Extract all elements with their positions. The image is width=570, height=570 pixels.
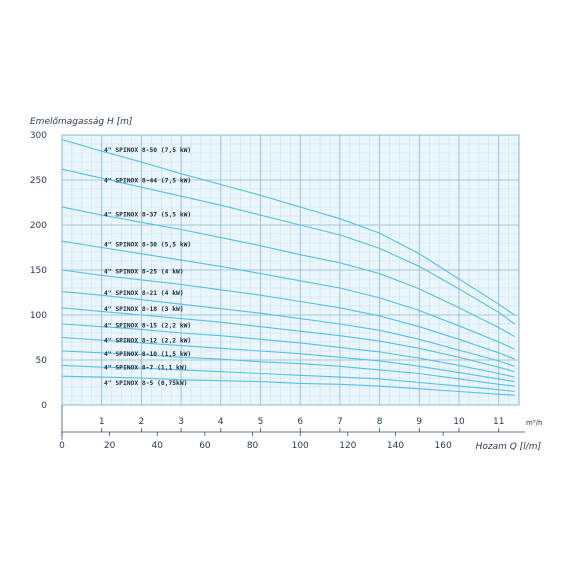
- x-tick-label: 11: [493, 417, 504, 427]
- curve-label: 4" SPINOX 8-10 (1,5 kW): [104, 351, 191, 358]
- curve-label: 4" SPINOX 8-5 (0,75kW): [104, 380, 187, 387]
- curve-labels: 4" SPINOX 8-50 (7,5 kW) 4" SPINOX 8-44 (7…: [104, 147, 191, 387]
- curve-label: 4" SPINOX 8-37 (5,5 kW): [104, 212, 191, 219]
- x2-tick-label: 0: [59, 441, 65, 451]
- x-tick-label: 1: [99, 417, 105, 427]
- pump-curve: [61, 350, 515, 387]
- x-tick-label: 6: [297, 417, 303, 427]
- x2-tick-label: 100: [292, 441, 309, 451]
- curve-label: 4" SPINOX 8-18 (3 kW): [104, 306, 184, 313]
- pump-curve: [61, 364, 515, 393]
- y-tick-label: 300: [30, 131, 47, 141]
- curve-label: 4" SPINOX 8-15 (2,2 kW): [104, 322, 191, 329]
- curve-label: 4" SPINOX 8-7 (1,1 kW): [104, 365, 187, 372]
- x-tick-label: 3: [178, 417, 184, 427]
- x2-tick-label: 40: [152, 441, 164, 451]
- pump-curve: [61, 138, 515, 316]
- y-tick-label: 0: [41, 401, 47, 411]
- x-tick-label: 5: [258, 417, 264, 427]
- x2-tick-label: 140: [387, 441, 404, 451]
- x-tick-label: 7: [337, 417, 343, 427]
- y-tick-label: 50: [36, 356, 48, 366]
- pump-curve: [61, 323, 515, 378]
- x2-tick-label: 80: [247, 441, 259, 451]
- x-axis-title: Hozam Q [l/m]: [476, 442, 542, 452]
- x2-tick-label: 60: [199, 441, 211, 451]
- curve-label: 4" SPINOX 8-30 (5,5 kW): [104, 241, 191, 248]
- y-tick-label: 100: [30, 311, 47, 321]
- x-axis-m3h: 1 2 3 4 5 6 7 8 9 10 11: [61, 405, 525, 440]
- curve-label: 4" SPINOX 8-25 (4 kW): [104, 268, 184, 275]
- curve-label: 4" SPINOX 8-21 (4 kW): [104, 290, 184, 297]
- x2-tick-label: 20: [104, 441, 116, 451]
- curve-label: 4" SPINOX 8-44 (7,5 kW): [104, 178, 191, 185]
- pump-curve: [61, 307, 515, 373]
- y-axis-title: Emelőmagasság H [m]: [30, 117, 133, 127]
- pump-curve: [61, 240, 515, 350]
- x-axis-unit-label: m³/h: [526, 419, 542, 427]
- y-axis-ticks: 0 50 100 150 200 250 300: [30, 131, 47, 411]
- x-axis-lmin: 0 20 40 60 80 100 120 140 160: [59, 432, 452, 451]
- x2-tick-label: 120: [339, 441, 356, 451]
- x-tick-label: 2: [139, 417, 145, 427]
- x-tick-label: 8: [377, 417, 383, 427]
- y-tick-label: 250: [30, 176, 47, 186]
- x-tick-label: 10: [453, 417, 465, 427]
- pump-curves: [61, 138, 515, 396]
- pump-curve: [61, 206, 515, 338]
- pump-curve: [61, 269, 515, 360]
- x2-tick-label: 160: [435, 441, 452, 451]
- y-tick-label: 200: [30, 221, 47, 231]
- pump-curve: [61, 336, 515, 383]
- pump-curve: [61, 375, 515, 396]
- curve-label: 4" SPINOX 8-12 (2,2 kW): [104, 338, 191, 345]
- x-tick-label: 9: [416, 417, 422, 427]
- y-tick-label: 150: [30, 266, 47, 276]
- pump-curve: [61, 168, 515, 325]
- x-tick-label: 4: [218, 417, 224, 427]
- pump-curve: [61, 291, 515, 367]
- curve-label: 4" SPINOX 8-50 (7,5 kW): [104, 147, 191, 154]
